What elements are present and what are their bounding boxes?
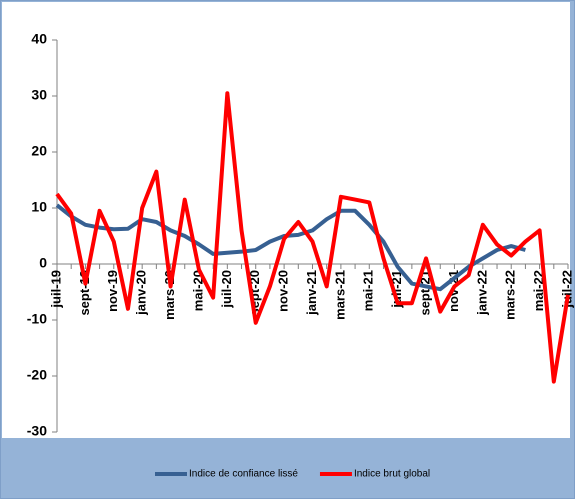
y-tick-label: -20 — [27, 367, 47, 383]
x-tick-label: juil-19 — [48, 270, 63, 309]
y-tick-label: 20 — [31, 143, 47, 159]
y-tick-label: 0 — [39, 255, 47, 271]
x-tick-label: sept-21 — [417, 270, 432, 316]
legend-label: Indice de confiance lissé — [189, 469, 298, 480]
x-tick-label: janv-22 — [474, 270, 489, 316]
y-tick-label: -10 — [27, 311, 47, 327]
x-tick-label: janv-21 — [304, 270, 319, 316]
x-tick-label: mars-21 — [332, 270, 347, 320]
x-tick-label: juil-22 — [559, 270, 574, 309]
y-tick-label: -30 — [27, 423, 47, 439]
x-tick-label: sept-19 — [77, 270, 92, 316]
x-tick-label: mars-20 — [162, 270, 177, 320]
x-tick-label: janv-20 — [134, 270, 149, 316]
x-tick-label: juil-21 — [389, 270, 404, 309]
series-line — [55, 91, 570, 384]
plot-background — [2, 2, 570, 438]
x-tick-label: nov-20 — [276, 270, 291, 312]
y-tick-label: 10 — [31, 199, 47, 215]
x-tick-label: mai-20 — [190, 270, 205, 311]
legend-label: Indice brut global — [354, 469, 430, 480]
x-tick-label: nov-19 — [105, 270, 120, 312]
y-tick-label: 30 — [31, 87, 47, 103]
x-tick-label: mai-21 — [361, 270, 376, 311]
y-tick-label: 40 — [31, 31, 47, 47]
x-tick-label: mars-22 — [503, 270, 518, 320]
series-line — [55, 203, 526, 292]
x-tick-label: juil-20 — [219, 270, 234, 309]
